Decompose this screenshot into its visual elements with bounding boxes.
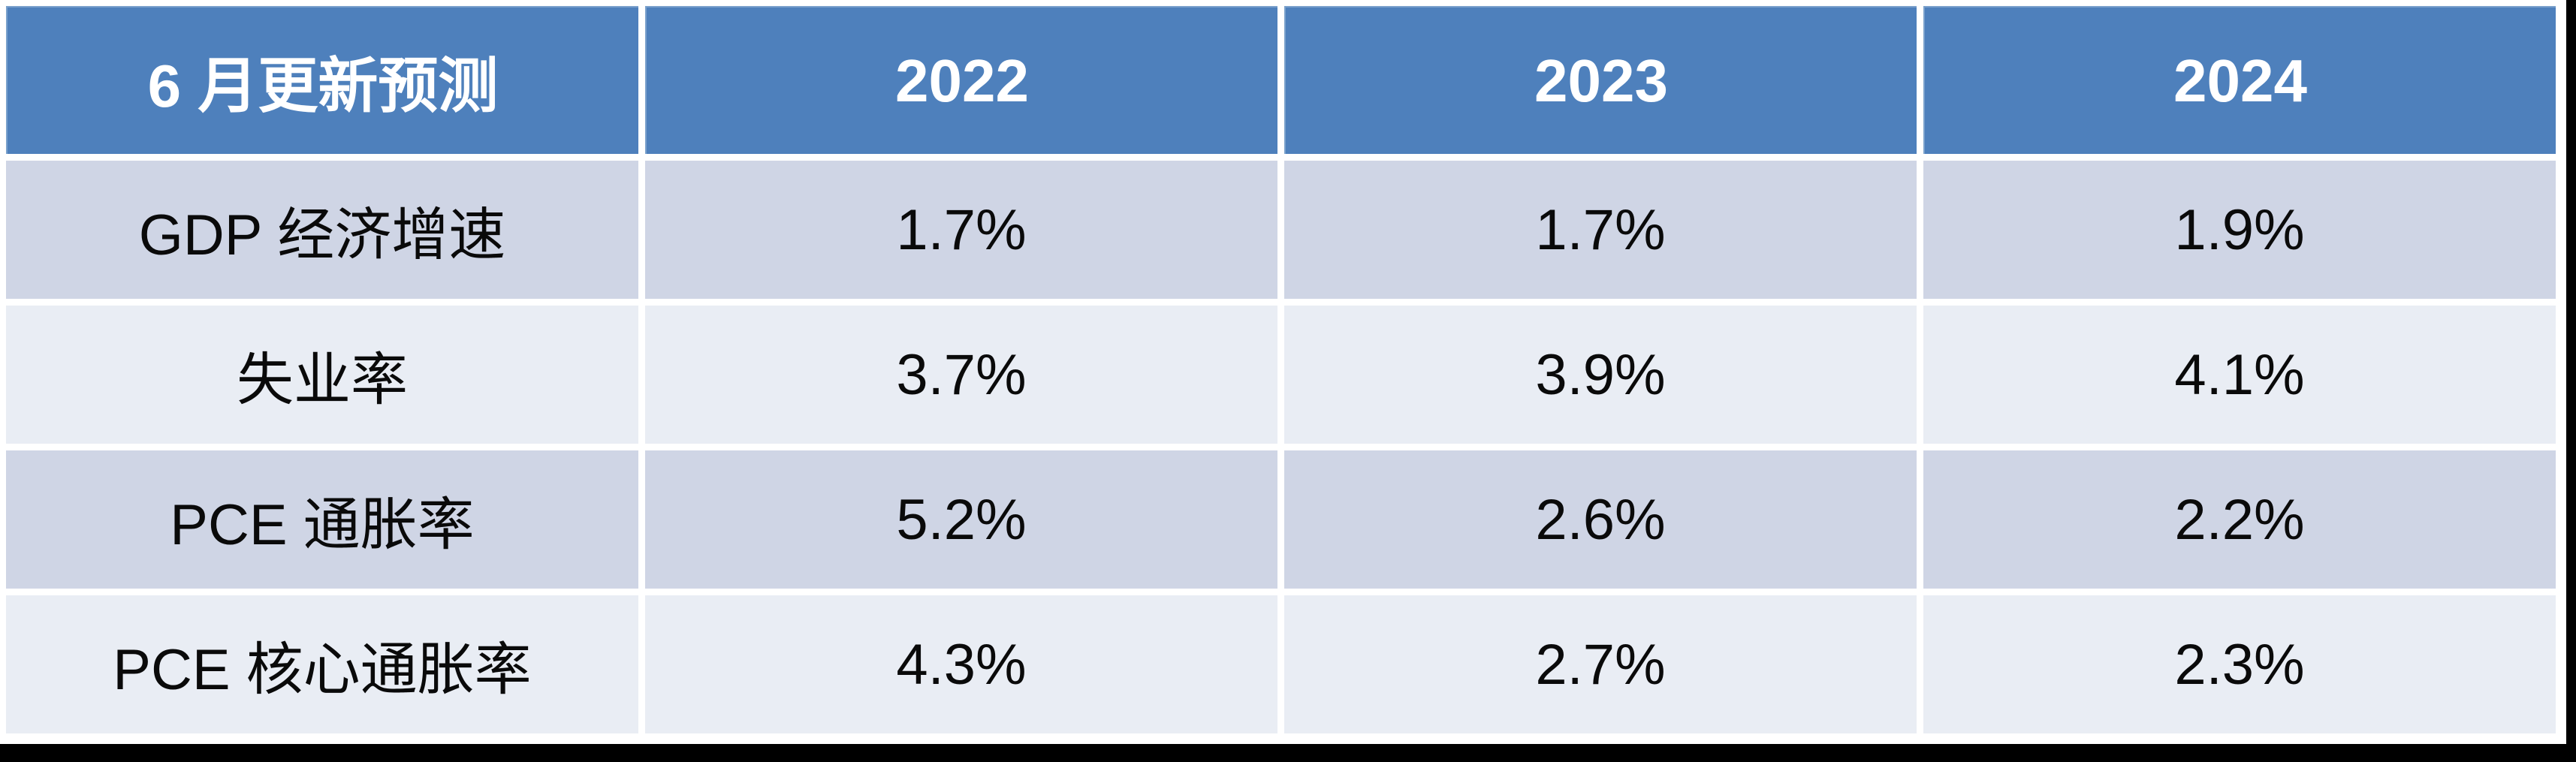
row-label-pce-inflation-rate: PCE 通胀率 [6, 450, 638, 589]
table-row-pce-core-inflation: PCE 核心通胀率 4.3% 2.7% 2.3% [6, 595, 2556, 733]
bottom-frame-bar [0, 744, 2576, 762]
row-label-pce-core-inflation-rate: PCE 核心通胀率 [6, 595, 638, 733]
value-cell: 2.3% [1923, 595, 2556, 733]
table-row-pce-inflation: PCE 通胀率 5.2% 2.6% 2.2% [6, 450, 2556, 589]
value-cell: 5.2% [645, 450, 1277, 589]
header-cell-2022: 2022 [645, 6, 1277, 155]
header-row: 6 月更新预测 2022 2023 2024 [6, 6, 2556, 155]
row-label-unemployment-rate: 失业率 [6, 306, 638, 444]
header-cell-2023: 2023 [1284, 6, 1917, 155]
table-row-unemployment: 失业率 3.7% 3.9% 4.1% [6, 306, 2556, 444]
table-row-gdp: GDP 经济增速 1.7% 1.7% 1.9% [6, 161, 2556, 300]
value-cell: 4.1% [1923, 306, 2556, 444]
value-cell: 3.7% [645, 306, 1277, 444]
value-cell: 4.3% [645, 595, 1277, 733]
header-cell-2024: 2024 [1923, 6, 2556, 155]
value-cell: 2.7% [1284, 595, 1917, 733]
value-cell: 1.9% [1923, 161, 2556, 300]
value-cell: 2.2% [1923, 450, 2556, 589]
value-cell: 1.7% [645, 161, 1277, 300]
row-label-gdp-growth: GDP 经济增速 [6, 161, 638, 300]
value-cell: 2.6% [1284, 450, 1917, 589]
value-cell: 1.7% [1284, 161, 1917, 300]
value-cell: 3.9% [1284, 306, 1917, 444]
forecast-table: 6 月更新预测 2022 2023 2024 GDP 经济增速 1.7% 1.7… [6, 6, 2556, 733]
right-frame-bar [2566, 0, 2576, 762]
header-cell-title: 6 月更新预测 [6, 6, 638, 155]
